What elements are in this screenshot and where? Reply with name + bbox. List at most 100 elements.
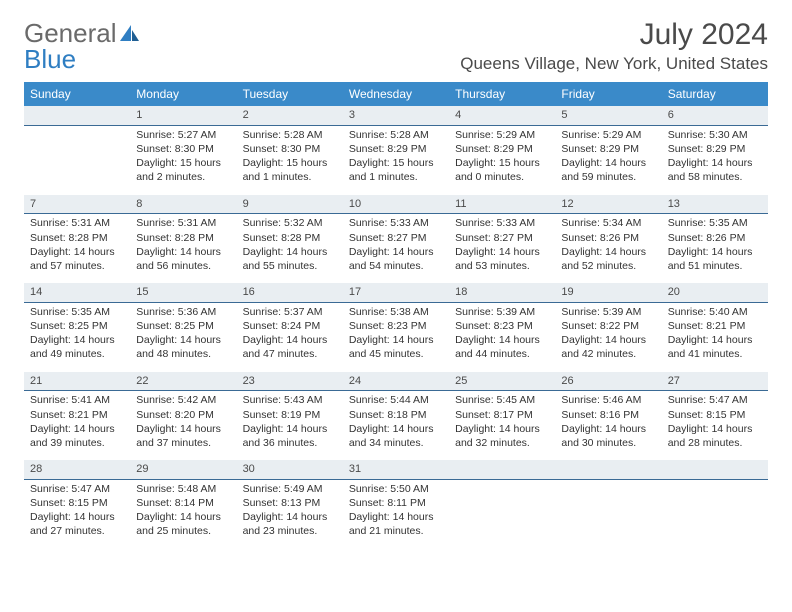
daylight-text: Daylight: 15 hours and 1 minutes. bbox=[243, 156, 337, 184]
header: General July 2024 Queens Village, New Yo… bbox=[24, 18, 768, 74]
sunset-text: Sunset: 8:29 PM bbox=[668, 142, 762, 156]
daylight-text: Daylight: 14 hours and 47 minutes. bbox=[243, 333, 337, 361]
sunset-text: Sunset: 8:23 PM bbox=[349, 319, 443, 333]
daylight-text: Daylight: 14 hours and 58 minutes. bbox=[668, 156, 762, 184]
sunset-text: Sunset: 8:25 PM bbox=[136, 319, 230, 333]
day-info-cell: Sunrise: 5:41 AMSunset: 8:21 PMDaylight:… bbox=[24, 391, 130, 460]
daylight-text: Daylight: 14 hours and 57 minutes. bbox=[30, 245, 124, 273]
sunrise-text: Sunrise: 5:42 AM bbox=[136, 393, 230, 407]
daylight-text: Daylight: 14 hours and 41 minutes. bbox=[668, 333, 762, 361]
sunrise-text: Sunrise: 5:39 AM bbox=[561, 305, 655, 319]
day-info-cell: Sunrise: 5:37 AMSunset: 8:24 PMDaylight:… bbox=[237, 302, 343, 371]
day-number-cell: 12 bbox=[555, 195, 661, 214]
day-info-cell: Sunrise: 5:47 AMSunset: 8:15 PMDaylight:… bbox=[662, 391, 768, 460]
sunrise-text: Sunrise: 5:41 AM bbox=[30, 393, 124, 407]
sunrise-text: Sunrise: 5:47 AM bbox=[668, 393, 762, 407]
day-info-cell: Sunrise: 5:47 AMSunset: 8:15 PMDaylight:… bbox=[24, 479, 130, 548]
day-info-cell: Sunrise: 5:35 AMSunset: 8:25 PMDaylight:… bbox=[24, 302, 130, 371]
day-info-cell bbox=[555, 479, 661, 548]
sunrise-text: Sunrise: 5:29 AM bbox=[561, 128, 655, 142]
logo-text-2: Blue bbox=[24, 44, 76, 75]
day-number-cell: 23 bbox=[237, 372, 343, 391]
sunrise-text: Sunrise: 5:31 AM bbox=[30, 216, 124, 230]
sunset-text: Sunset: 8:26 PM bbox=[561, 231, 655, 245]
day-info-cell: Sunrise: 5:29 AMSunset: 8:29 PMDaylight:… bbox=[555, 125, 661, 194]
sunrise-text: Sunrise: 5:36 AM bbox=[136, 305, 230, 319]
day-number-cell: 29 bbox=[130, 460, 236, 479]
daylight-text: Daylight: 14 hours and 39 minutes. bbox=[30, 422, 124, 450]
weekday-header: Saturday bbox=[662, 82, 768, 106]
sunrise-text: Sunrise: 5:43 AM bbox=[243, 393, 337, 407]
sunrise-text: Sunrise: 5:34 AM bbox=[561, 216, 655, 230]
daylight-text: Daylight: 14 hours and 48 minutes. bbox=[136, 333, 230, 361]
logo-sail-icon bbox=[119, 24, 141, 42]
sunset-text: Sunset: 8:13 PM bbox=[243, 496, 337, 510]
sunrise-text: Sunrise: 5:35 AM bbox=[668, 216, 762, 230]
daylight-text: Daylight: 14 hours and 30 minutes. bbox=[561, 422, 655, 450]
daylight-text: Daylight: 14 hours and 45 minutes. bbox=[349, 333, 443, 361]
day-number-cell: 17 bbox=[343, 283, 449, 302]
day-number-cell: 28 bbox=[24, 460, 130, 479]
day-number-cell: 26 bbox=[555, 372, 661, 391]
weekday-header: Sunday bbox=[24, 82, 130, 106]
daylight-text: Daylight: 14 hours and 49 minutes. bbox=[30, 333, 124, 361]
sunset-text: Sunset: 8:30 PM bbox=[136, 142, 230, 156]
sunrise-text: Sunrise: 5:27 AM bbox=[136, 128, 230, 142]
sunset-text: Sunset: 8:28 PM bbox=[136, 231, 230, 245]
sunset-text: Sunset: 8:15 PM bbox=[30, 496, 124, 510]
title-block: July 2024 Queens Village, New York, Unit… bbox=[460, 18, 768, 74]
day-info-cell: Sunrise: 5:34 AMSunset: 8:26 PMDaylight:… bbox=[555, 214, 661, 283]
daylight-text: Daylight: 14 hours and 55 minutes. bbox=[243, 245, 337, 273]
day-number-cell: 24 bbox=[343, 372, 449, 391]
weekday-header: Thursday bbox=[449, 82, 555, 106]
weekday-header: Monday bbox=[130, 82, 236, 106]
day-number-cell: 31 bbox=[343, 460, 449, 479]
day-number-cell: 16 bbox=[237, 283, 343, 302]
sunset-text: Sunset: 8:20 PM bbox=[136, 408, 230, 422]
day-info-cell: Sunrise: 5:39 AMSunset: 8:22 PMDaylight:… bbox=[555, 302, 661, 371]
sunset-text: Sunset: 8:23 PM bbox=[455, 319, 549, 333]
day-number-cell: 9 bbox=[237, 195, 343, 214]
day-info-cell: Sunrise: 5:27 AMSunset: 8:30 PMDaylight:… bbox=[130, 125, 236, 194]
sunset-text: Sunset: 8:21 PM bbox=[30, 408, 124, 422]
sunrise-text: Sunrise: 5:50 AM bbox=[349, 482, 443, 496]
calendar-head: SundayMondayTuesdayWednesdayThursdayFrid… bbox=[24, 82, 768, 106]
day-info-cell: Sunrise: 5:30 AMSunset: 8:29 PMDaylight:… bbox=[662, 125, 768, 194]
month-title: July 2024 bbox=[460, 18, 768, 52]
sunrise-text: Sunrise: 5:31 AM bbox=[136, 216, 230, 230]
sunset-text: Sunset: 8:30 PM bbox=[243, 142, 337, 156]
sunset-text: Sunset: 8:16 PM bbox=[561, 408, 655, 422]
day-number-cell: 14 bbox=[24, 283, 130, 302]
sunrise-text: Sunrise: 5:32 AM bbox=[243, 216, 337, 230]
daylight-text: Daylight: 14 hours and 44 minutes. bbox=[455, 333, 549, 361]
sunrise-text: Sunrise: 5:39 AM bbox=[455, 305, 549, 319]
day-info-cell: Sunrise: 5:31 AMSunset: 8:28 PMDaylight:… bbox=[130, 214, 236, 283]
sunrise-text: Sunrise: 5:37 AM bbox=[243, 305, 337, 319]
weekday-header: Friday bbox=[555, 82, 661, 106]
calendar-body: 123456Sunrise: 5:27 AMSunset: 8:30 PMDay… bbox=[24, 106, 768, 549]
day-number-cell: 4 bbox=[449, 106, 555, 125]
day-number-cell: 7 bbox=[24, 195, 130, 214]
day-number-cell bbox=[449, 460, 555, 479]
sunset-text: Sunset: 8:29 PM bbox=[349, 142, 443, 156]
day-number-cell: 15 bbox=[130, 283, 236, 302]
day-number-cell: 6 bbox=[662, 106, 768, 125]
day-info-cell: Sunrise: 5:50 AMSunset: 8:11 PMDaylight:… bbox=[343, 479, 449, 548]
day-number-cell: 10 bbox=[343, 195, 449, 214]
day-info-cell: Sunrise: 5:33 AMSunset: 8:27 PMDaylight:… bbox=[343, 214, 449, 283]
sunrise-text: Sunrise: 5:33 AM bbox=[455, 216, 549, 230]
day-info-cell: Sunrise: 5:35 AMSunset: 8:26 PMDaylight:… bbox=[662, 214, 768, 283]
sunrise-text: Sunrise: 5:33 AM bbox=[349, 216, 443, 230]
daylight-text: Daylight: 14 hours and 59 minutes. bbox=[561, 156, 655, 184]
day-info-cell: Sunrise: 5:38 AMSunset: 8:23 PMDaylight:… bbox=[343, 302, 449, 371]
daylight-text: Daylight: 14 hours and 42 minutes. bbox=[561, 333, 655, 361]
sunset-text: Sunset: 8:28 PM bbox=[30, 231, 124, 245]
sunset-text: Sunset: 8:11 PM bbox=[349, 496, 443, 510]
sunset-text: Sunset: 8:22 PM bbox=[561, 319, 655, 333]
day-number-cell: 22 bbox=[130, 372, 236, 391]
day-info-cell bbox=[24, 125, 130, 194]
sunset-text: Sunset: 8:24 PM bbox=[243, 319, 337, 333]
daylight-text: Daylight: 14 hours and 52 minutes. bbox=[561, 245, 655, 273]
day-info-cell: Sunrise: 5:40 AMSunset: 8:21 PMDaylight:… bbox=[662, 302, 768, 371]
day-number-cell: 5 bbox=[555, 106, 661, 125]
